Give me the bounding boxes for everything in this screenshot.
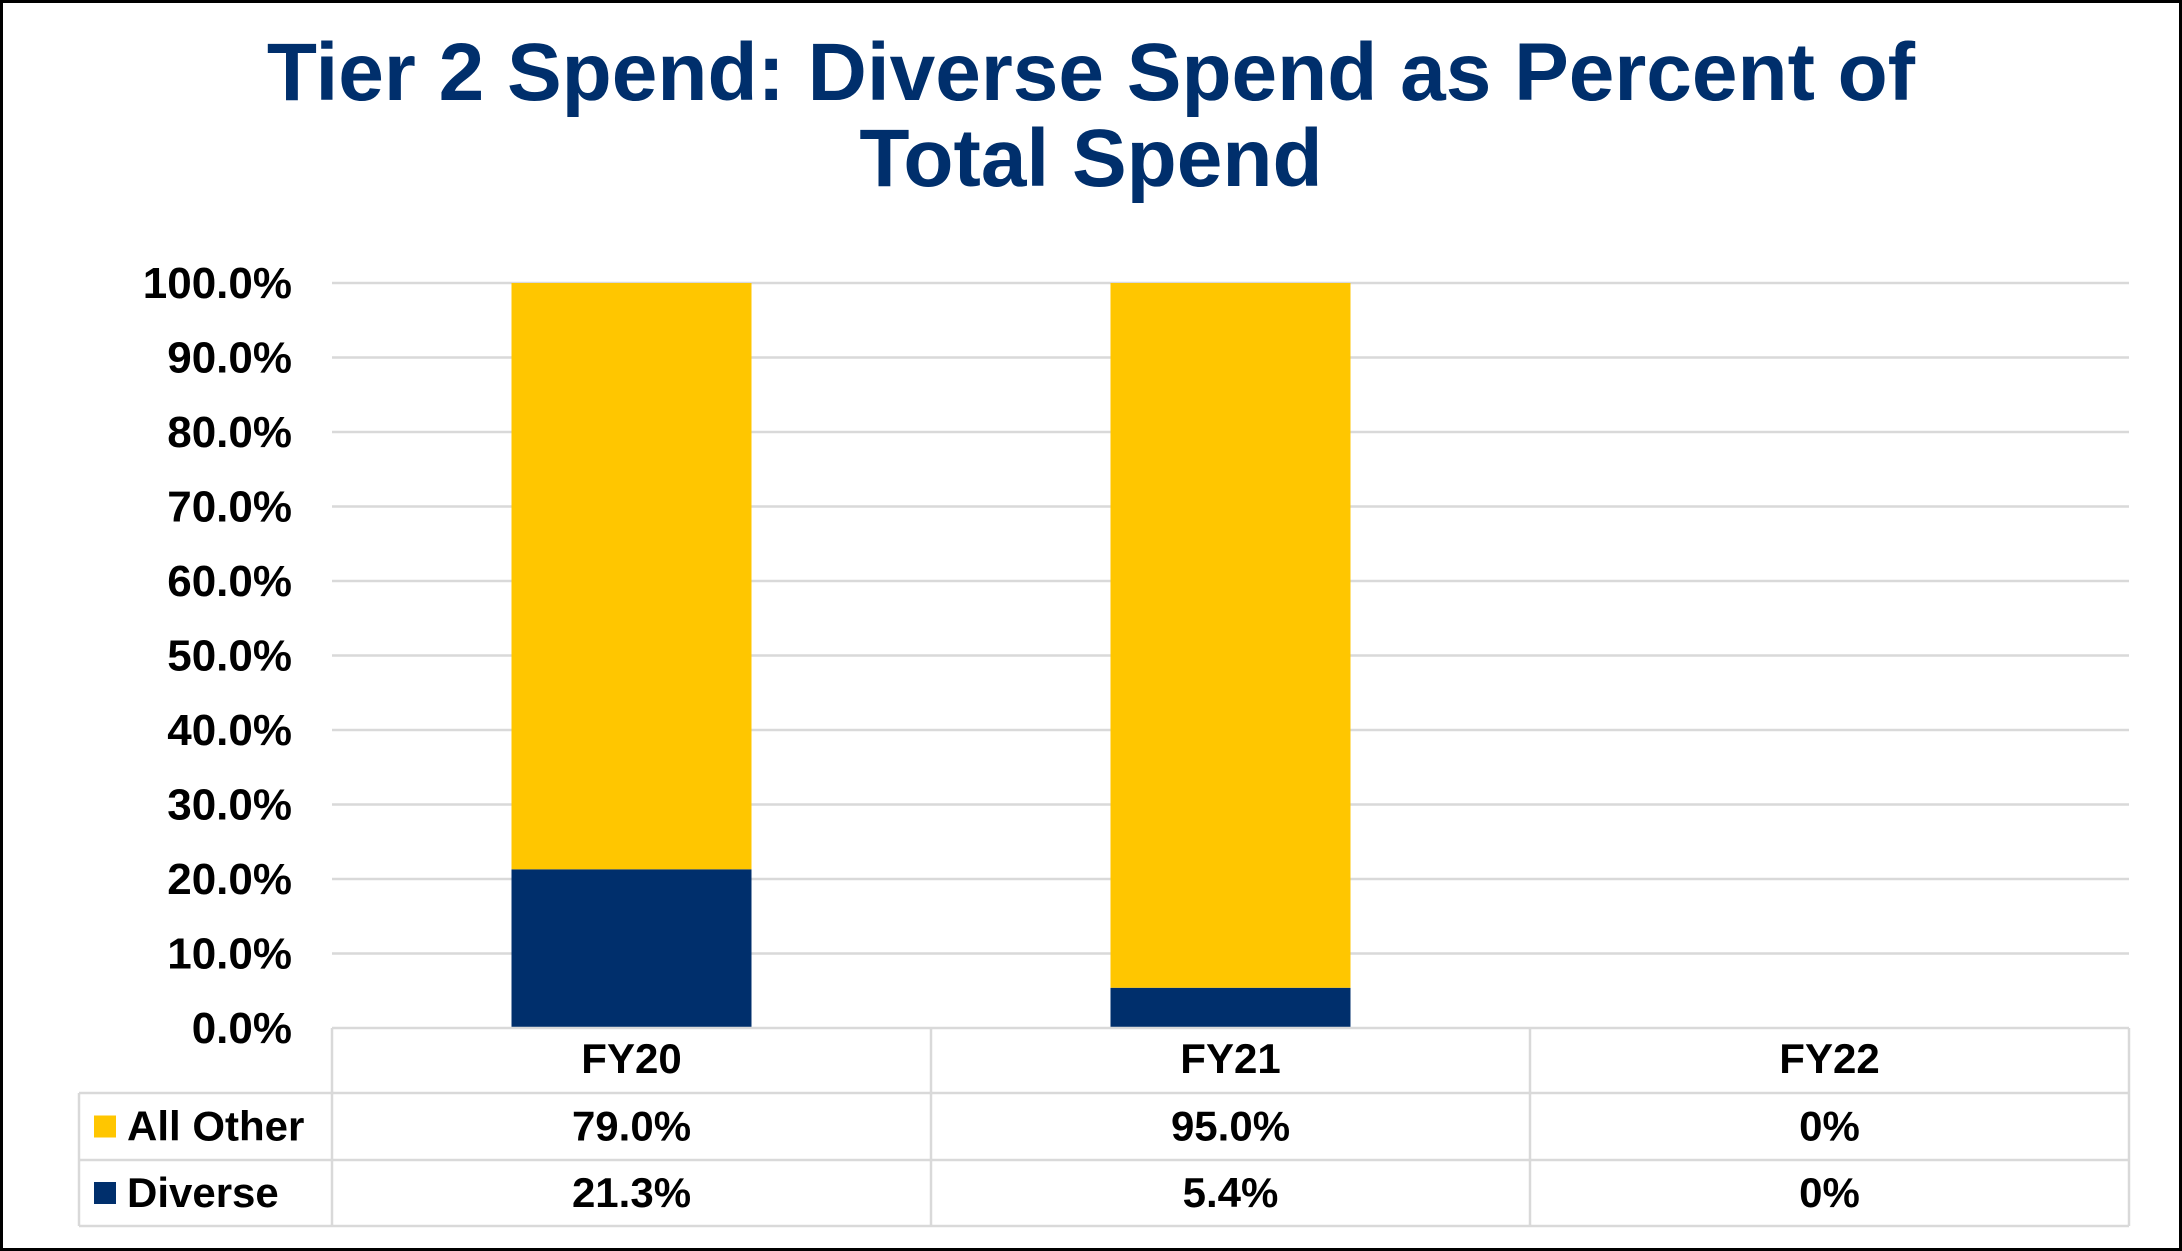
data-label: 95.0%	[1171, 1103, 1290, 1150]
data-label: 5.4%	[1183, 1169, 1279, 1216]
legend-label: Diverse	[127, 1169, 279, 1216]
category-label: FY21	[1180, 1035, 1280, 1082]
y-tick-label: 50.0%	[167, 632, 292, 681]
bar-diverse-fy20	[511, 869, 752, 1028]
chart-title-line-1: Tier 2 Spend: Diverse Spend as Percent o…	[266, 27, 1916, 118]
y-tick-label: 90.0%	[167, 334, 292, 383]
data-label: 21.3%	[572, 1169, 691, 1216]
y-tick-label: 80.0%	[167, 408, 292, 457]
chart-title-line-2: Total Spend	[859, 113, 1323, 204]
data-label: 79.0%	[572, 1103, 691, 1150]
bars	[511, 283, 1351, 1028]
data-label: 0%	[1799, 1103, 1860, 1150]
legend-label: All Other	[127, 1103, 304, 1150]
y-tick-label: 40.0%	[167, 706, 292, 755]
bar-all-other-fy21	[1110, 283, 1351, 988]
chart-title: Tier 2 Spend: Diverse Spend as Percent o…	[0, 30, 2182, 202]
y-tick-label: 100.0%	[143, 259, 292, 308]
bar-diverse-fy21	[1110, 987, 1351, 1028]
legend-swatch-all-other	[94, 1115, 116, 1138]
bar-all-other-fy20	[511, 283, 752, 870]
y-tick-label: 10.0%	[167, 930, 292, 979]
data-table: FY20 FY21 FY22 All Other 79.0% 95.0% 0% Diverse…	[77, 1026, 2131, 1228]
category-label: FY20	[581, 1035, 681, 1082]
y-tick-label: 60.0%	[167, 557, 292, 606]
y-tick-label: 70.0%	[167, 483, 292, 532]
category-label: FY22	[1779, 1035, 1879, 1082]
y-axis-labels: 0.0% 10.0% 20.0% 30.0% 40.0% 50.0% 60.0% 70.0% 8…	[143, 259, 292, 1053]
data-label: 0%	[1799, 1169, 1860, 1216]
y-tick-label: 30.0%	[167, 781, 292, 830]
legend-swatch-diverse	[94, 1182, 116, 1204]
y-tick-label: 0.0%	[192, 1004, 292, 1053]
y-tick-label: 20.0%	[167, 855, 292, 904]
